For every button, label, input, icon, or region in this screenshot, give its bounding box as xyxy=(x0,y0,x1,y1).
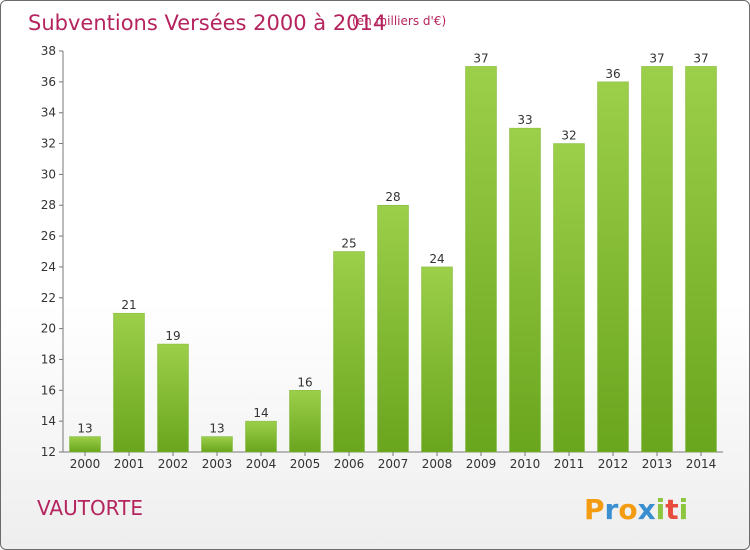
x-tick-label-2014: 2014 xyxy=(686,457,717,471)
bar-2002 xyxy=(157,343,189,453)
y-tick-label: 22 xyxy=(41,291,56,305)
data-label-2000: 13 xyxy=(77,422,92,436)
y-tick-label: 28 xyxy=(41,198,56,212)
x-tick-label-2005: 2005 xyxy=(290,457,321,471)
y-tick-label: 24 xyxy=(41,260,56,274)
bar-2003 xyxy=(201,436,233,453)
logo-letter: i xyxy=(656,493,666,526)
x-tick-label-2008: 2008 xyxy=(422,457,453,471)
y-tick-label: 16 xyxy=(41,383,56,397)
bar-2004 xyxy=(245,420,277,453)
bar-2014 xyxy=(685,66,717,453)
bar-2009 xyxy=(465,66,497,453)
x-tick-label-2007: 2007 xyxy=(378,457,409,471)
x-tick-label-2002: 2002 xyxy=(158,457,189,471)
logo-letter: t xyxy=(665,493,678,526)
bar-2012 xyxy=(597,81,629,453)
y-tick-label: 14 xyxy=(41,414,56,428)
chart-title: Subventions Versées 2000 à 2014 xyxy=(28,11,386,35)
bar-2007 xyxy=(377,204,409,453)
data-label-2009: 37 xyxy=(473,51,488,65)
data-label-2008: 24 xyxy=(429,252,444,266)
data-label-2013: 37 xyxy=(649,51,664,65)
x-tick-label-2004: 2004 xyxy=(246,457,277,471)
logo-letter: i xyxy=(679,493,689,526)
bar-2005 xyxy=(289,390,321,453)
x-tick-label-2009: 2009 xyxy=(466,457,497,471)
data-label-2002: 19 xyxy=(165,329,180,343)
data-label-2001: 21 xyxy=(121,298,136,312)
logo-letter: P xyxy=(584,493,605,526)
y-tick-label: 12 xyxy=(41,445,56,459)
bar-2011 xyxy=(553,143,585,453)
y-tick-label: 18 xyxy=(41,352,56,366)
logo-letter: r xyxy=(605,493,619,526)
bar-2000 xyxy=(69,436,101,453)
y-tick-label: 32 xyxy=(41,137,56,151)
logo-letter: o xyxy=(618,493,637,526)
bar-2001 xyxy=(113,312,145,453)
data-label-2012: 36 xyxy=(605,67,620,81)
data-label-2011: 32 xyxy=(561,129,576,143)
data-label-2003: 13 xyxy=(209,422,224,436)
x-tick-label-2013: 2013 xyxy=(642,457,673,471)
x-tick-label-2001: 2001 xyxy=(114,457,145,471)
data-label-2007: 28 xyxy=(385,190,400,204)
x-tick-label-2006: 2006 xyxy=(334,457,365,471)
proxiti-logo-text: Proxiti xyxy=(584,493,688,526)
bar-2010 xyxy=(509,127,541,453)
bar-2006 xyxy=(333,251,365,453)
y-tick-label: 26 xyxy=(41,229,56,243)
data-label-2006: 25 xyxy=(341,237,356,251)
bars: 13 21 19 13 14 16 25 28 24 37 33 32 36 37 37 xyxy=(69,51,717,453)
y-tick-label: 20 xyxy=(41,322,56,336)
bar-2008 xyxy=(421,266,453,453)
y-axis: 12 14 16 18 20 22 24 26 28 30 32 34 36 38 xyxy=(41,44,723,459)
y-tick-label: 34 xyxy=(41,106,56,120)
data-label-2014: 37 xyxy=(693,51,708,65)
place-name: VAUTORTE xyxy=(37,496,143,520)
proxiti-logo: Proxiti xyxy=(584,493,688,526)
chart-subtitle: (en milliers d'€) xyxy=(352,14,446,28)
bar-2013 xyxy=(641,66,673,453)
x-tick-label-2003: 2003 xyxy=(202,457,233,471)
data-label-2004: 14 xyxy=(253,406,268,420)
x-tick-label-2011: 2011 xyxy=(554,457,585,471)
logo-letter: x xyxy=(638,493,656,526)
data-label-2010: 33 xyxy=(517,113,532,127)
x-axis: 2000 2001 2002 2003 2004 2005 2006 2007 2008 2009… xyxy=(70,452,717,471)
x-tick-label-2010: 2010 xyxy=(510,457,541,471)
y-tick-label: 38 xyxy=(41,44,56,58)
x-tick-label-2012: 2012 xyxy=(598,457,629,471)
y-tick-label: 36 xyxy=(41,75,56,89)
data-label-2005: 16 xyxy=(297,375,312,389)
x-tick-label-2000: 2000 xyxy=(70,457,101,471)
y-tick-label: 30 xyxy=(41,167,56,181)
